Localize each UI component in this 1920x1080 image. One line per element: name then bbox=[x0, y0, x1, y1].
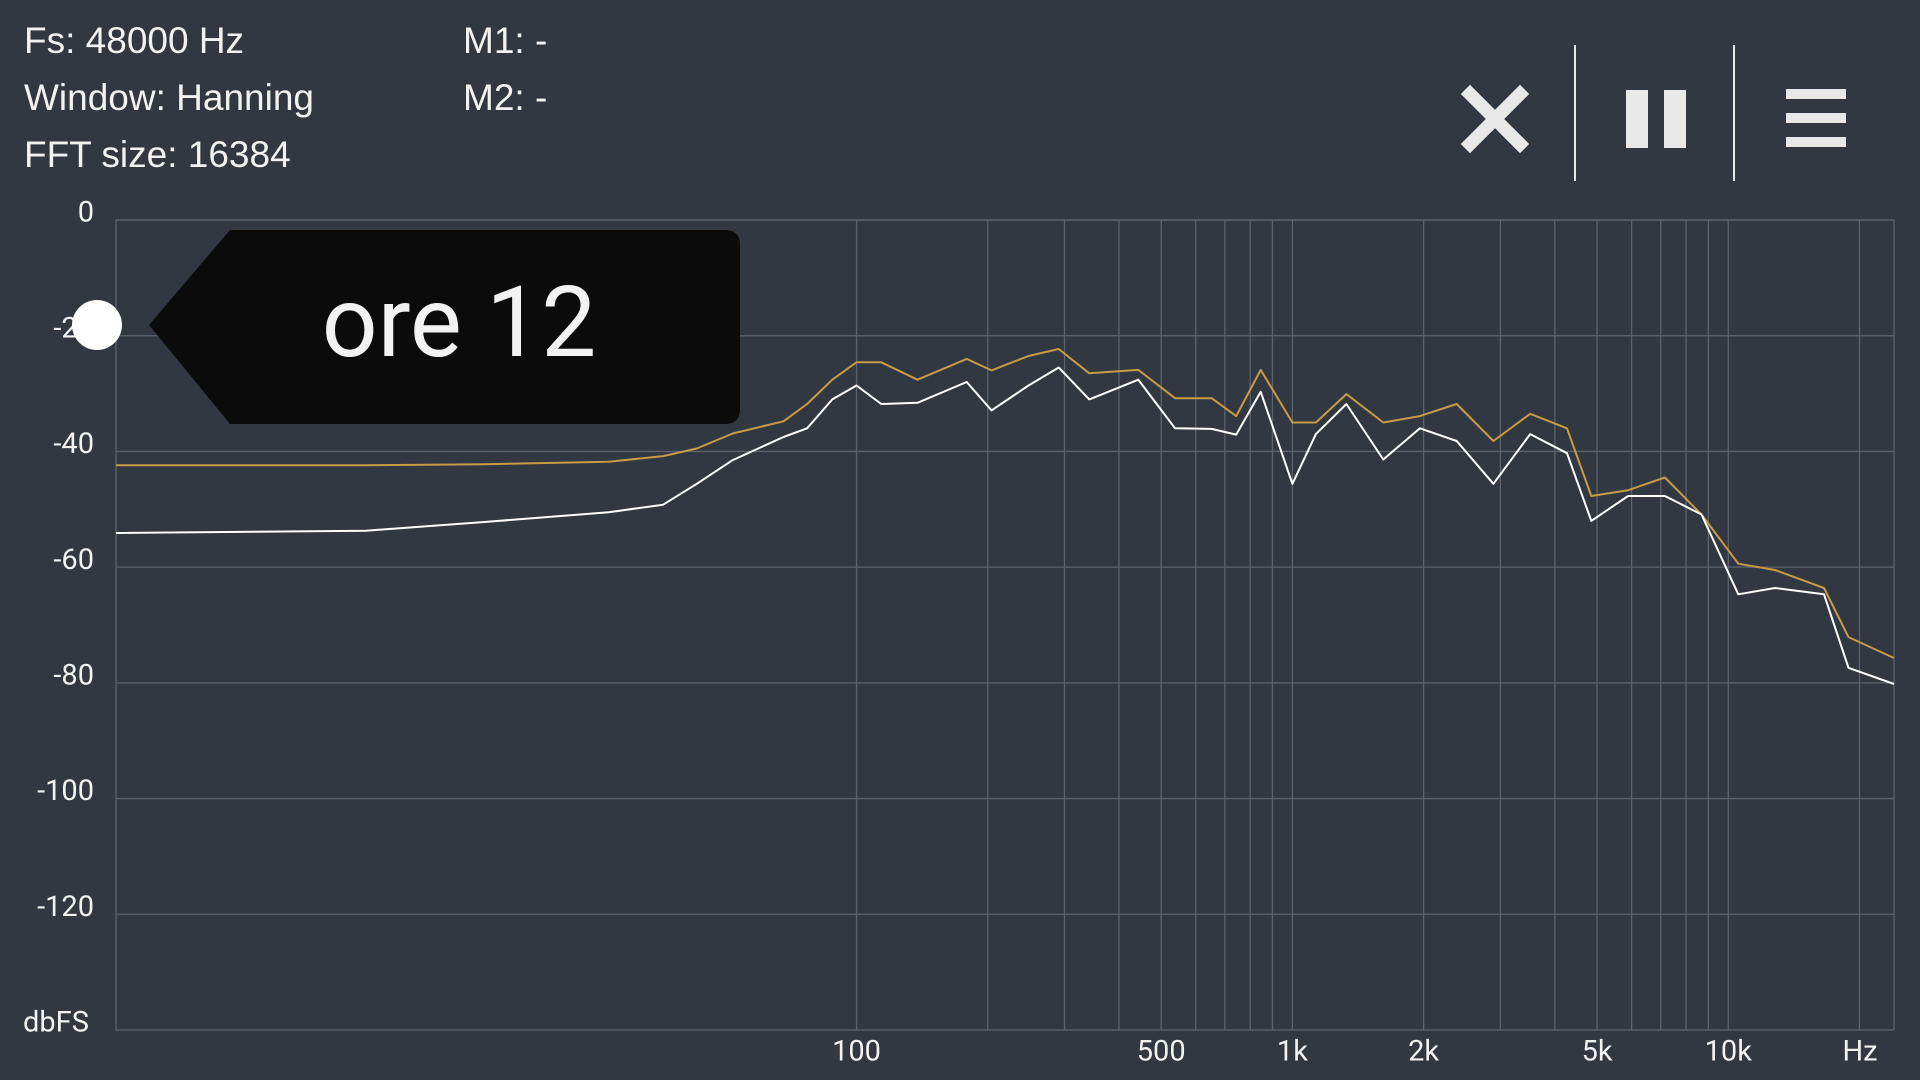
fs: Fs: 48000 Hz bbox=[24, 20, 244, 61]
x-tick-label: 2k bbox=[1408, 1035, 1439, 1069]
plot: 0-20-40-60-80-100-1201005001k2k5k10kHzdb… bbox=[23, 196, 1895, 1069]
x-axis-label: Hz bbox=[1842, 1035, 1877, 1069]
tooltip-text: ore 12 bbox=[322, 265, 597, 380]
x-tick-label: 100 bbox=[832, 1035, 881, 1069]
y-tick-label: -100 bbox=[37, 774, 94, 808]
x-tick-label: 5k bbox=[1582, 1035, 1613, 1069]
y-tick-label: -40 bbox=[53, 427, 94, 461]
x-tick-label: 500 bbox=[1137, 1035, 1186, 1069]
menu-button[interactable] bbox=[1786, 89, 1846, 147]
y-tick-label: -120 bbox=[37, 890, 94, 924]
x-tick-label: 10k bbox=[1705, 1035, 1753, 1069]
marker-2: M2: - bbox=[463, 77, 547, 118]
y-axis-label: dbFS bbox=[23, 1006, 89, 1040]
fft-size: FFT size: 16384 bbox=[24, 134, 291, 175]
close-button[interactable] bbox=[1460, 84, 1530, 154]
y-tick-label: -60 bbox=[53, 543, 94, 577]
marker-1: M1: - bbox=[463, 20, 547, 61]
tooltip: ore 12 bbox=[149, 230, 740, 424]
spectrum-line bbox=[116, 348, 1895, 659]
drag-handle[interactable] bbox=[72, 300, 122, 350]
pause-button[interactable] bbox=[1626, 90, 1686, 148]
y-tick-label: -80 bbox=[53, 659, 94, 693]
x-tick-label: 1k bbox=[1277, 1035, 1308, 1069]
y-tick-label: 0 bbox=[78, 196, 94, 230]
window: Window: Hanning bbox=[24, 77, 314, 118]
spectrum-line bbox=[115, 366, 1895, 685]
